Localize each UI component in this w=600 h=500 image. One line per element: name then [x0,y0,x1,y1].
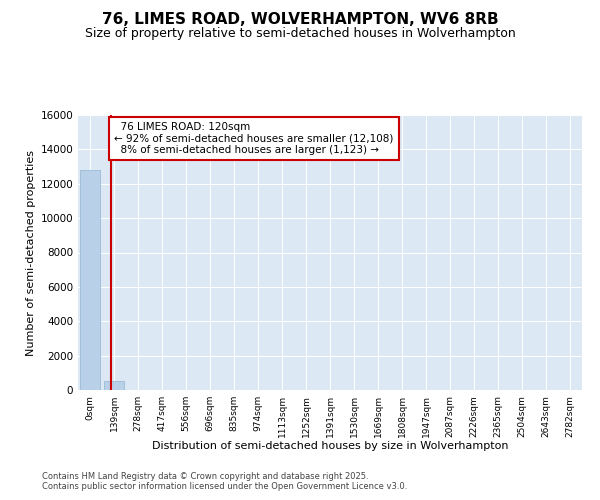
Bar [80,170,100,390]
Text: Contains HM Land Registry data © Crown copyright and database right 2025.: Contains HM Land Registry data © Crown c… [42,472,368,481]
X-axis label: Distribution of semi-detached houses by size in Wolverhampton: Distribution of semi-detached houses by … [152,441,508,451]
Text: Size of property relative to semi-detached houses in Wolverhampton: Size of property relative to semi-detach… [85,28,515,40]
Text: 76 LIMES ROAD: 120sqm
← 92% of semi-detached houses are smaller (12,108)
  8% of: 76 LIMES ROAD: 120sqm ← 92% of semi-deta… [115,122,394,155]
Text: 76, LIMES ROAD, WOLVERHAMPTON, WV6 8RB: 76, LIMES ROAD, WOLVERHAMPTON, WV6 8RB [101,12,499,28]
Bar [104,381,124,390]
Text: Contains public sector information licensed under the Open Government Licence v3: Contains public sector information licen… [42,482,407,491]
Y-axis label: Number of semi-detached properties: Number of semi-detached properties [26,150,36,356]
